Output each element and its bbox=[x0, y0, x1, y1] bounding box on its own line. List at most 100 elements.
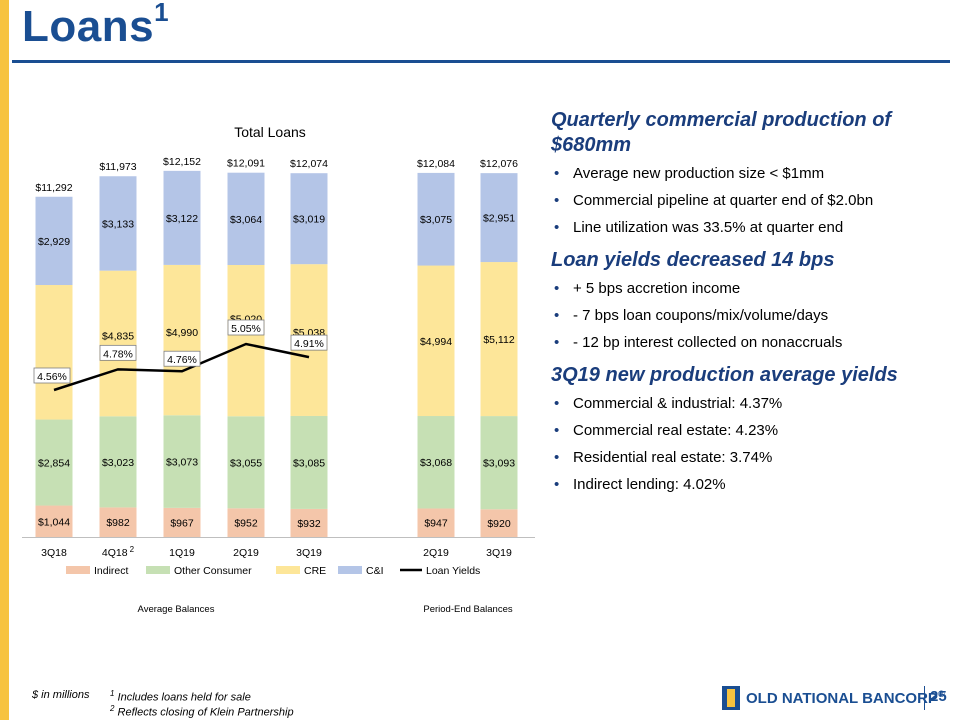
segment-label: $3,075 bbox=[420, 214, 452, 226]
legend-label: Indirect bbox=[94, 565, 129, 577]
x-tick-label: 3Q19 bbox=[486, 547, 512, 559]
bar-other-consumer-5 bbox=[417, 416, 455, 509]
tick-footnote-mark: 2 bbox=[130, 545, 135, 554]
x-axis: 3Q18 4Q18 2 1Q19 2Q19 3Q19 2Q19 3Q19 bbox=[22, 537, 535, 559]
logo-text: OLD NATIONAL BANCORP® bbox=[746, 689, 945, 707]
segment-label: $5,112 bbox=[483, 334, 514, 346]
units-note: $ in millions bbox=[32, 689, 90, 701]
total-label: $12,074 bbox=[290, 158, 328, 170]
bar-indirect-4 bbox=[290, 508, 328, 537]
title-footnote-mark: 1 bbox=[154, 0, 170, 28]
bar-c-i-1 bbox=[99, 176, 137, 271]
legend-swatch bbox=[338, 566, 362, 574]
yield-label-box bbox=[99, 344, 137, 361]
footnote-1-mark: 1 bbox=[110, 689, 115, 698]
bar-cre-2 bbox=[163, 264, 201, 416]
bar-other-consumer-0 bbox=[35, 419, 73, 506]
legend-swatch bbox=[66, 566, 90, 574]
bar-cre-0 bbox=[35, 285, 73, 420]
page-number: 25 bbox=[930, 688, 947, 705]
bullet-item: + 5 bps accretion income bbox=[551, 279, 951, 299]
bar-other-consumer-4 bbox=[290, 415, 328, 509]
company-logo: OLD NATIONAL BANCORP® bbox=[722, 686, 945, 712]
bar-indirect-2 bbox=[163, 507, 201, 537]
yield-label-box bbox=[227, 319, 265, 336]
bar-indirect-0 bbox=[35, 505, 73, 537]
legend-label: Loan Yields bbox=[426, 565, 480, 577]
group-labels: Average Balances Period-End Balances bbox=[138, 604, 513, 615]
bar-c-i-0 bbox=[35, 196, 73, 286]
bar-c-i-6 bbox=[480, 173, 518, 263]
total-label: $11,973 bbox=[99, 161, 136, 173]
segment-label: $1,044 bbox=[38, 516, 70, 528]
bullet-item: - 12 bp interest collected on nonaccrual… bbox=[551, 333, 951, 353]
bullet-item: Commercial pipeline at quarter end of $2… bbox=[551, 191, 951, 211]
total-label: $12,084 bbox=[417, 158, 455, 170]
group-label-period-end: Period-End Balances bbox=[423, 604, 512, 615]
bar-cre-1 bbox=[99, 270, 137, 417]
yield-label-box bbox=[33, 367, 71, 384]
yield-label: 4.76% bbox=[167, 354, 197, 366]
left-accent-bar bbox=[0, 0, 9, 720]
section-heading-new-production: 3Q19 new production average yields bbox=[551, 364, 898, 386]
bar-indirect-5 bbox=[417, 508, 455, 537]
bar-c-i-5 bbox=[417, 172, 455, 266]
segment-label: $3,122 bbox=[166, 213, 198, 225]
logo-mark-icon bbox=[722, 686, 740, 710]
x-tick-label: 1Q19 bbox=[169, 547, 195, 559]
segment-label: $4,994 bbox=[420, 336, 452, 348]
bars-layer: $11,292 $11,973 $12,152 $12,091 $12,074 $12,0… bbox=[35, 156, 518, 537]
group-label-average: Average Balances bbox=[138, 604, 215, 615]
yield-label: 4.78% bbox=[103, 348, 133, 360]
bullet-item: Commercial & industrial: 4.37% bbox=[551, 394, 951, 414]
segment-label: $920 bbox=[487, 518, 511, 530]
right-panel: Quarterly commercial production of $680m… bbox=[551, 108, 951, 505]
bar-c-i-2 bbox=[163, 170, 201, 265]
title-rule bbox=[12, 60, 950, 63]
bullet-item: Indirect lending: 4.02% bbox=[551, 475, 951, 495]
total-label: $12,076 bbox=[480, 158, 518, 170]
yield-bullets: + 5 bps accretion income - 7 bps loan co… bbox=[551, 279, 951, 353]
segment-label: $932 bbox=[297, 518, 321, 530]
total-loans-chart: Total Loans $11,292 $11,973 $12,152 $12,091… bbox=[22, 124, 535, 615]
bar-cre-6 bbox=[480, 262, 518, 417]
yield-label: 5.05% bbox=[231, 323, 261, 335]
bullet-item: Commercial real estate: 4.23% bbox=[551, 421, 951, 441]
x-tick-label: 3Q18 bbox=[41, 547, 67, 559]
bar-indirect-3 bbox=[227, 508, 265, 537]
footer-divider bbox=[924, 686, 925, 710]
segment-label: $2,854 bbox=[38, 458, 70, 470]
section-heading-production: Quarterly commercial production of $680m… bbox=[551, 109, 892, 156]
segment-label: $3,023 bbox=[102, 457, 134, 469]
total-label: $11,292 bbox=[35, 182, 72, 194]
total-label: $12,152 bbox=[163, 156, 201, 168]
x-tick-label: 4Q18 2 bbox=[102, 545, 135, 559]
segment-label: $3,073 bbox=[166, 457, 198, 469]
footnote-1: 1 Includes loans held for sale bbox=[110, 689, 251, 704]
bullet-item: Line utilization was 33.5% at quarter en… bbox=[551, 218, 951, 238]
bar-other-consumer-1 bbox=[99, 416, 137, 508]
footnote-1-text: Includes loans held for sale bbox=[117, 691, 251, 704]
segment-label: $982 bbox=[106, 517, 130, 529]
chart-legend: Indirect Other Consumer CRE C&I Loan Yields bbox=[66, 565, 480, 577]
legend-label: CRE bbox=[304, 565, 326, 577]
bar-c-i-4 bbox=[290, 173, 328, 265]
page-title: Loans1 bbox=[22, 0, 170, 52]
yield-label-box bbox=[163, 350, 201, 367]
segment-label: $3,055 bbox=[230, 457, 262, 469]
x-tick-label: 2Q19 bbox=[423, 547, 449, 559]
footnote-2: 2 Reflects closing of Klein Partnership bbox=[110, 704, 294, 719]
section-heading-yields: Loan yields decreased 14 bps bbox=[551, 249, 835, 271]
segment-label: $3,064 bbox=[230, 214, 262, 226]
segment-label: $947 bbox=[424, 518, 448, 530]
footnote-2-text: Reflects closing of Klein Partnership bbox=[117, 706, 294, 719]
segment-label: $2,929 bbox=[38, 236, 70, 248]
legend-swatch bbox=[276, 566, 300, 574]
segment-label: $4,835 bbox=[102, 330, 134, 342]
segment-label: $3,068 bbox=[420, 457, 452, 469]
loan-yields-layer: 4.56% 4.78% 4.76% 5.05% 4.91% bbox=[33, 319, 328, 392]
x-tick-label: 2Q19 bbox=[233, 547, 259, 559]
bar-indirect-6 bbox=[480, 509, 518, 537]
segment-label: $3,085 bbox=[293, 457, 325, 469]
loan-yields-line bbox=[53, 342, 310, 392]
